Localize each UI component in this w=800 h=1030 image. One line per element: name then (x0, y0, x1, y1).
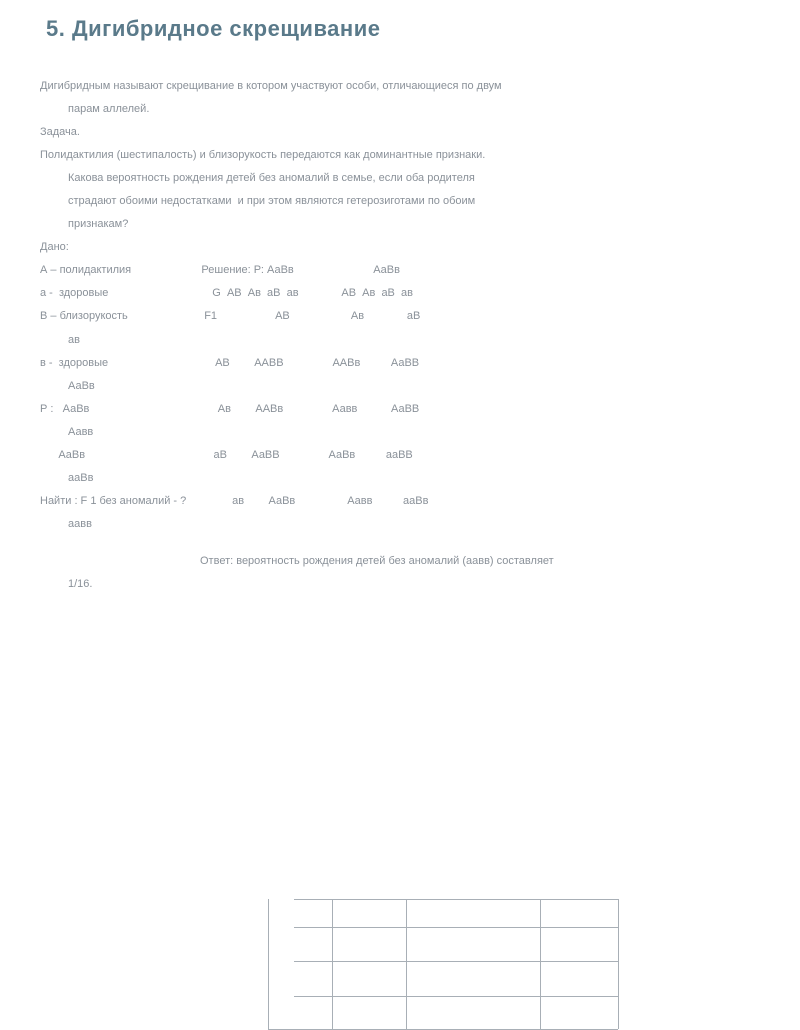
answer-line2: 1/16. (40, 576, 760, 593)
solution-row1: А – полидактилия Решение: Р: АаВв АаВв (40, 262, 760, 279)
solution-row5b: Аавв (40, 424, 760, 441)
solution-row5: Р : АаВв Ав ААВв Аавв АаВВ (40, 401, 760, 418)
solution-row6: АаВв аВ АаВВ АаВв ааВВ (40, 447, 760, 464)
solution-row7b: аавв (40, 516, 760, 533)
solution-row6b: ааВв (40, 470, 760, 487)
solution-row4b: АаВв (40, 378, 760, 395)
solution-row3b: ав (40, 332, 760, 349)
answer-line1: Ответ: вероятность рождения детей без ан… (40, 553, 760, 570)
solution-row3: В – близорукость F1 АВ Ав аВ (40, 308, 760, 325)
task-line2: Какова вероятность рождения детей без ан… (40, 170, 760, 187)
solution-row4: в - здоровые АВ ААВВ ААВв АаВВ (40, 355, 760, 372)
solution-row2: а - здоровые G АВ Ав аВ ав АВ Ав аВ ав (40, 285, 760, 302)
task-line4: признакам? (40, 216, 760, 233)
intro-line2: парам аллелей. (40, 101, 760, 118)
page-title: 5. Дигибридное скрещивание (0, 0, 800, 42)
task-line1: Полидактилия (шестипалость) и близорукос… (40, 147, 760, 164)
task-line3: страдают обоими недостатками и при этом … (40, 193, 760, 210)
given-label: Дано: (40, 239, 760, 256)
solution-row7: Найти : F 1 без аномалий - ? ав АаВв Аав… (40, 493, 760, 510)
intro-line1: Дигибридным называют скрещивание в котор… (40, 78, 760, 95)
task-label: Задача. (40, 124, 760, 141)
content-area: Дигибридным называют скрещивание в котор… (0, 42, 800, 593)
